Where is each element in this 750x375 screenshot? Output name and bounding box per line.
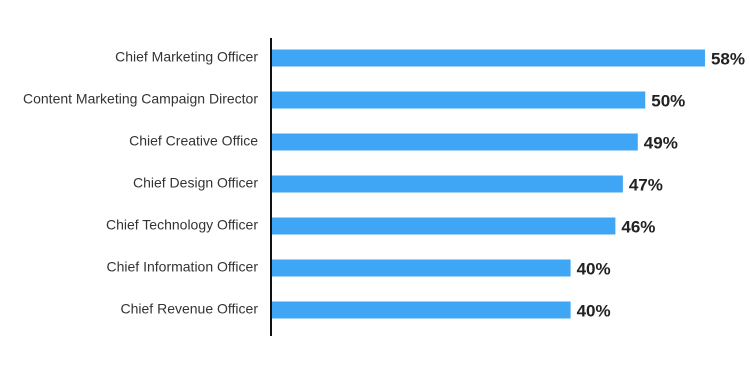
bar (272, 259, 571, 277)
value-label: 49% (644, 133, 678, 152)
value-label: 40% (577, 259, 611, 278)
category-label: Chief Design Officer (133, 175, 258, 191)
value-label: 47% (629, 175, 663, 194)
category-label: Chief Revenue Officer (121, 301, 259, 317)
bar (272, 175, 623, 193)
category-label: Chief Information Officer (107, 259, 259, 275)
category-label: Content Marketing Campaign Director (23, 91, 258, 107)
value-label: 58% (711, 49, 745, 68)
bar (272, 301, 571, 319)
bar (272, 217, 616, 235)
category-label: Chief Marketing Officer (115, 49, 258, 65)
value-label: 40% (577, 301, 611, 320)
bar (272, 49, 705, 67)
bar (272, 91, 646, 109)
category-label: Chief Technology Officer (106, 217, 258, 233)
bar (272, 133, 638, 151)
value-label: 50% (651, 91, 685, 110)
category-label: Chief Creative Office (129, 133, 258, 149)
value-label: 46% (621, 217, 655, 236)
